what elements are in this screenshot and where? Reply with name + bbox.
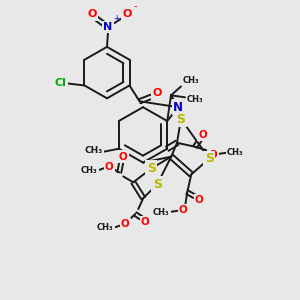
Text: O: O — [119, 152, 128, 162]
Text: S: S — [153, 178, 162, 191]
Text: CH₃: CH₃ — [187, 95, 203, 104]
Text: O: O — [208, 150, 217, 160]
Text: S: S — [176, 112, 185, 126]
Text: -: - — [134, 1, 137, 11]
Text: O: O — [199, 130, 207, 140]
Text: CH₃: CH₃ — [227, 148, 243, 157]
Text: CH₃: CH₃ — [153, 208, 169, 217]
Text: S: S — [147, 162, 156, 175]
Text: O: O — [141, 217, 150, 227]
Text: O: O — [195, 195, 204, 205]
Text: Cl: Cl — [55, 79, 66, 88]
Text: N: N — [103, 22, 112, 32]
Text: O: O — [105, 161, 114, 172]
Text: CH₃: CH₃ — [97, 223, 114, 232]
Text: S: S — [205, 152, 214, 165]
Text: CH₃: CH₃ — [85, 146, 103, 155]
Text: O: O — [121, 219, 130, 229]
Text: CH₃: CH₃ — [81, 166, 98, 175]
Text: CH₃: CH₃ — [183, 76, 199, 85]
Text: +: + — [113, 14, 119, 23]
Text: O: O — [179, 205, 188, 215]
Text: O: O — [153, 88, 162, 98]
Text: N: N — [173, 101, 183, 114]
Text: O: O — [87, 9, 97, 19]
Text: O: O — [122, 9, 132, 19]
